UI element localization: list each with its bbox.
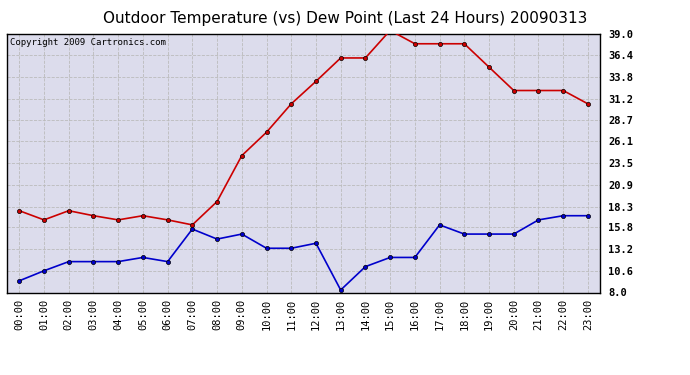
Text: Outdoor Temperature (vs) Dew Point (Last 24 Hours) 20090313: Outdoor Temperature (vs) Dew Point (Last… — [103, 11, 587, 26]
Text: Copyright 2009 Cartronics.com: Copyright 2009 Cartronics.com — [10, 38, 166, 46]
